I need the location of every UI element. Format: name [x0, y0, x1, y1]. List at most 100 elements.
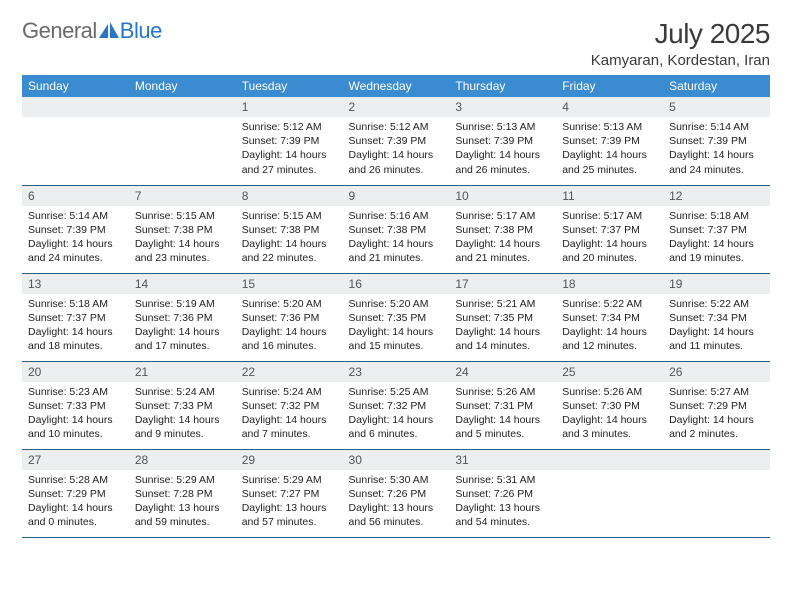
day-info: Sunrise: 5:26 AMSunset: 7:31 PMDaylight:… — [449, 382, 556, 444]
calendar-day-cell: 23Sunrise: 5:25 AMSunset: 7:32 PMDayligh… — [343, 361, 450, 449]
day-info: Sunrise: 5:20 AMSunset: 7:35 PMDaylight:… — [343, 294, 450, 356]
calendar-day-cell: 8Sunrise: 5:15 AMSunset: 7:38 PMDaylight… — [236, 185, 343, 273]
day-info: Sunrise: 5:25 AMSunset: 7:32 PMDaylight:… — [343, 382, 450, 444]
day-number: 3 — [449, 97, 556, 117]
day-info: Sunrise: 5:14 AMSunset: 7:39 PMDaylight:… — [22, 206, 129, 268]
calendar-week-row: 27Sunrise: 5:28 AMSunset: 7:29 PMDayligh… — [22, 449, 770, 537]
weekday-header: Tuesday — [236, 75, 343, 97]
day-number: 10 — [449, 186, 556, 206]
calendar-day-cell: 18Sunrise: 5:22 AMSunset: 7:34 PMDayligh… — [556, 273, 663, 361]
day-number: 23 — [343, 362, 450, 382]
calendar-day-cell: 4Sunrise: 5:13 AMSunset: 7:39 PMDaylight… — [556, 97, 663, 185]
day-info: Sunrise: 5:19 AMSunset: 7:36 PMDaylight:… — [129, 294, 236, 356]
calendar-day-cell: 11Sunrise: 5:17 AMSunset: 7:37 PMDayligh… — [556, 185, 663, 273]
calendar-page: General Blue July 2025 Kamyaran, Kordesta… — [0, 0, 792, 538]
title-block: July 2025 Kamyaran, Kordestan, Iran — [591, 18, 770, 69]
day-number: 5 — [663, 97, 770, 117]
page-header: General Blue July 2025 Kamyaran, Kordesta… — [22, 18, 770, 69]
calendar-day-cell: 17Sunrise: 5:21 AMSunset: 7:35 PMDayligh… — [449, 273, 556, 361]
calendar-week-row: 20Sunrise: 5:23 AMSunset: 7:33 PMDayligh… — [22, 361, 770, 449]
day-info: Sunrise: 5:15 AMSunset: 7:38 PMDaylight:… — [236, 206, 343, 268]
day-number: 21 — [129, 362, 236, 382]
calendar-day-cell — [22, 97, 129, 185]
calendar-day-cell: 13Sunrise: 5:18 AMSunset: 7:37 PMDayligh… — [22, 273, 129, 361]
day-info: Sunrise: 5:21 AMSunset: 7:35 PMDaylight:… — [449, 294, 556, 356]
calendar-day-cell: 21Sunrise: 5:24 AMSunset: 7:33 PMDayligh… — [129, 361, 236, 449]
calendar-day-cell: 20Sunrise: 5:23 AMSunset: 7:33 PMDayligh… — [22, 361, 129, 449]
day-number: 11 — [556, 186, 663, 206]
day-number: 4 — [556, 97, 663, 117]
day-number: 28 — [129, 450, 236, 470]
day-info: Sunrise: 5:15 AMSunset: 7:38 PMDaylight:… — [129, 206, 236, 268]
day-info: Sunrise: 5:29 AMSunset: 7:27 PMDaylight:… — [236, 470, 343, 532]
day-info: Sunrise: 5:14 AMSunset: 7:39 PMDaylight:… — [663, 117, 770, 179]
weekday-header: Friday — [556, 75, 663, 97]
day-number: 9 — [343, 186, 450, 206]
calendar-day-cell: 29Sunrise: 5:29 AMSunset: 7:27 PMDayligh… — [236, 449, 343, 537]
day-number: 13 — [22, 274, 129, 294]
calendar-day-cell: 19Sunrise: 5:22 AMSunset: 7:34 PMDayligh… — [663, 273, 770, 361]
calendar-day-cell: 9Sunrise: 5:16 AMSunset: 7:38 PMDaylight… — [343, 185, 450, 273]
day-number: 15 — [236, 274, 343, 294]
day-number: 16 — [343, 274, 450, 294]
day-info: Sunrise: 5:31 AMSunset: 7:26 PMDaylight:… — [449, 470, 556, 532]
weekday-header: Monday — [129, 75, 236, 97]
calendar-day-cell: 15Sunrise: 5:20 AMSunset: 7:36 PMDayligh… — [236, 273, 343, 361]
calendar-day-cell: 7Sunrise: 5:15 AMSunset: 7:38 PMDaylight… — [129, 185, 236, 273]
logo: General Blue — [22, 18, 162, 44]
day-info: Sunrise: 5:23 AMSunset: 7:33 PMDaylight:… — [22, 382, 129, 444]
day-info: Sunrise: 5:16 AMSunset: 7:38 PMDaylight:… — [343, 206, 450, 268]
logo-text-blue: Blue — [120, 18, 162, 44]
day-info: Sunrise: 5:27 AMSunset: 7:29 PMDaylight:… — [663, 382, 770, 444]
day-info: Sunrise: 5:29 AMSunset: 7:28 PMDaylight:… — [129, 470, 236, 532]
day-number: 29 — [236, 450, 343, 470]
day-number: 1 — [236, 97, 343, 117]
day-number: 20 — [22, 362, 129, 382]
weekday-header: Sunday — [22, 75, 129, 97]
day-number: 2 — [343, 97, 450, 117]
day-info: Sunrise: 5:17 AMSunset: 7:38 PMDaylight:… — [449, 206, 556, 268]
calendar-day-cell: 26Sunrise: 5:27 AMSunset: 7:29 PMDayligh… — [663, 361, 770, 449]
day-number: 12 — [663, 186, 770, 206]
weekday-header: Thursday — [449, 75, 556, 97]
calendar-day-cell: 14Sunrise: 5:19 AMSunset: 7:36 PMDayligh… — [129, 273, 236, 361]
day-number: 30 — [343, 450, 450, 470]
day-number: 31 — [449, 450, 556, 470]
location-label: Kamyaran, Kordestan, Iran — [591, 52, 770, 69]
day-number: 22 — [236, 362, 343, 382]
calendar-day-cell: 31Sunrise: 5:31 AMSunset: 7:26 PMDayligh… — [449, 449, 556, 537]
day-number: 18 — [556, 274, 663, 294]
day-info: Sunrise: 5:22 AMSunset: 7:34 PMDaylight:… — [556, 294, 663, 356]
day-info: Sunrise: 5:28 AMSunset: 7:29 PMDaylight:… — [22, 470, 129, 532]
day-info-empty — [663, 470, 770, 520]
calendar-day-cell — [129, 97, 236, 185]
day-info: Sunrise: 5:24 AMSunset: 7:33 PMDaylight:… — [129, 382, 236, 444]
day-info: Sunrise: 5:18 AMSunset: 7:37 PMDaylight:… — [22, 294, 129, 356]
calendar-day-cell: 12Sunrise: 5:18 AMSunset: 7:37 PMDayligh… — [663, 185, 770, 273]
day-number: 27 — [22, 450, 129, 470]
calendar-day-cell: 10Sunrise: 5:17 AMSunset: 7:38 PMDayligh… — [449, 185, 556, 273]
calendar-day-cell: 5Sunrise: 5:14 AMSunset: 7:39 PMDaylight… — [663, 97, 770, 185]
day-info: Sunrise: 5:13 AMSunset: 7:39 PMDaylight:… — [449, 117, 556, 179]
day-info: Sunrise: 5:13 AMSunset: 7:39 PMDaylight:… — [556, 117, 663, 179]
day-number: 17 — [449, 274, 556, 294]
day-number-empty — [129, 97, 236, 117]
calendar-day-cell: 25Sunrise: 5:26 AMSunset: 7:30 PMDayligh… — [556, 361, 663, 449]
calendar-week-row: 13Sunrise: 5:18 AMSunset: 7:37 PMDayligh… — [22, 273, 770, 361]
day-number-empty — [556, 450, 663, 470]
month-title: July 2025 — [591, 18, 770, 50]
weekday-header: Saturday — [663, 75, 770, 97]
logo-text-gray: General — [22, 18, 97, 44]
day-number: 6 — [22, 186, 129, 206]
calendar-week-row: 1Sunrise: 5:12 AMSunset: 7:39 PMDaylight… — [22, 97, 770, 185]
day-info-empty — [129, 117, 236, 167]
calendar-day-cell: 16Sunrise: 5:20 AMSunset: 7:35 PMDayligh… — [343, 273, 450, 361]
day-info-empty — [22, 117, 129, 167]
calendar-day-cell: 30Sunrise: 5:30 AMSunset: 7:26 PMDayligh… — [343, 449, 450, 537]
day-info: Sunrise: 5:17 AMSunset: 7:37 PMDaylight:… — [556, 206, 663, 268]
day-info: Sunrise: 5:26 AMSunset: 7:30 PMDaylight:… — [556, 382, 663, 444]
calendar-day-cell — [663, 449, 770, 537]
day-info: Sunrise: 5:24 AMSunset: 7:32 PMDaylight:… — [236, 382, 343, 444]
calendar-day-cell: 3Sunrise: 5:13 AMSunset: 7:39 PMDaylight… — [449, 97, 556, 185]
sail-icon — [99, 18, 119, 44]
